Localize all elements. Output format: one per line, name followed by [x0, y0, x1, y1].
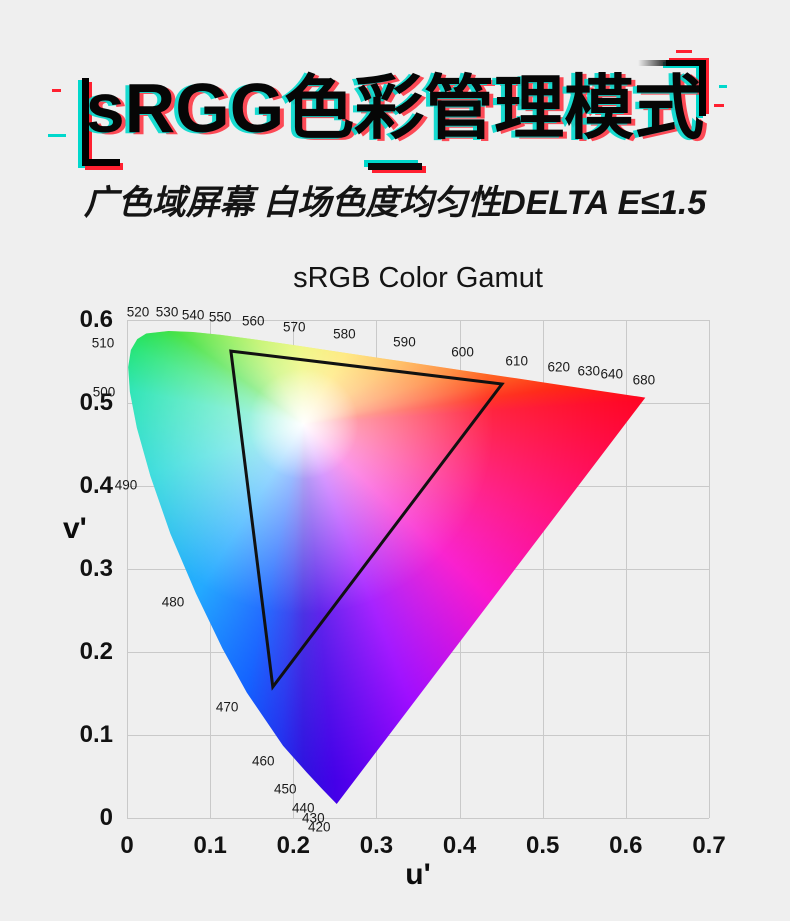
y-tick-label: 0.4 [79, 472, 113, 499]
wavelength-label: 600 [451, 344, 474, 360]
hero-header: sRGG色彩管理模式 广色域屏幕 白场色度均匀性DELTA E≤1.5 [0, 0, 790, 240]
wavelength-label: 460 [252, 753, 275, 769]
x-tick-label: 0.1 [193, 832, 227, 859]
gridline-vertical [709, 320, 710, 818]
wavelength-label: 630 [577, 363, 601, 379]
y-tick-label: 0.1 [79, 721, 113, 748]
y-axis-label: v' [63, 512, 87, 545]
wavelength-label: 450 [274, 781, 297, 797]
x-axis-label: u' [405, 858, 431, 891]
glitch-bracket-right-icon [663, 58, 709, 118]
glitch-dash [719, 85, 727, 88]
wavelength-label: 550 [208, 309, 232, 325]
x-tick-label: 0.3 [359, 832, 394, 859]
wavelength-label: 680 [632, 372, 656, 388]
x-tick-label: 0.4 [442, 832, 477, 859]
wavelength-label: 530 [155, 304, 179, 320]
wavelength-label: 490 [114, 477, 138, 493]
y-tick-label: 0.5 [79, 389, 113, 416]
title-underline [368, 163, 422, 170]
wavelength-label: 440 [291, 800, 315, 816]
wavelength-label: 470 [215, 699, 239, 715]
wavelength-label: 560 [241, 313, 265, 329]
y-tick-label: 0.3 [79, 555, 113, 582]
y-tick-label: 0.2 [79, 638, 113, 665]
glitch-bracket-left-icon [78, 78, 123, 170]
glitch-dash [52, 89, 61, 92]
gridline-horizontal [127, 818, 709, 819]
x-tick-label: 0 [120, 832, 134, 859]
wavelength-label: 420 [308, 819, 331, 835]
x-tick-label: 0.2 [276, 832, 310, 859]
page-subtitle: 广色域屏幕 白场色度均匀性DELTA E≤1.5 [83, 184, 707, 222]
wavelength-label: 540 [181, 307, 205, 323]
wavelength-label: 580 [333, 326, 356, 342]
wavelength-label: 430 [302, 810, 325, 826]
wavelength-label: 520 [126, 304, 150, 320]
wavelength-label: 610 [505, 353, 528, 369]
y-tick-label: 0 [99, 804, 113, 831]
page-title: sRGG色彩管理模式 [85, 69, 705, 147]
glitch-dash [48, 134, 66, 137]
y-tick-label: 0.6 [79, 306, 113, 333]
x-tick-label: 0.5 [526, 832, 560, 859]
chart-title: sRGB Color Gamut [293, 262, 543, 294]
wavelength-label: 510 [91, 335, 115, 351]
wavelength-label: 640 [600, 366, 624, 382]
wavelength-label: 570 [283, 319, 306, 335]
wavelength-label: 500 [92, 384, 116, 400]
wavelength-label: 590 [393, 334, 416, 350]
chromaticity-chart: v' u' 0 0.1 0.2 0.3 0.4 0.5 0.6 0.7 0 0.1 0.2 0.3 0.… [63, 305, 726, 891]
bracket-fade-tail [638, 60, 668, 66]
x-tick-label: 0.7 [692, 832, 726, 859]
glitch-dash [714, 104, 724, 107]
gridline-horizontal [127, 320, 709, 321]
srgb-triangle [229, 349, 505, 691]
wavelength-label: 620 [547, 359, 571, 375]
wavelength-label: 480 [161, 594, 185, 610]
x-tick-label: 0.6 [609, 832, 643, 859]
gridline-horizontal [127, 735, 709, 736]
glitch-dash [676, 50, 692, 53]
